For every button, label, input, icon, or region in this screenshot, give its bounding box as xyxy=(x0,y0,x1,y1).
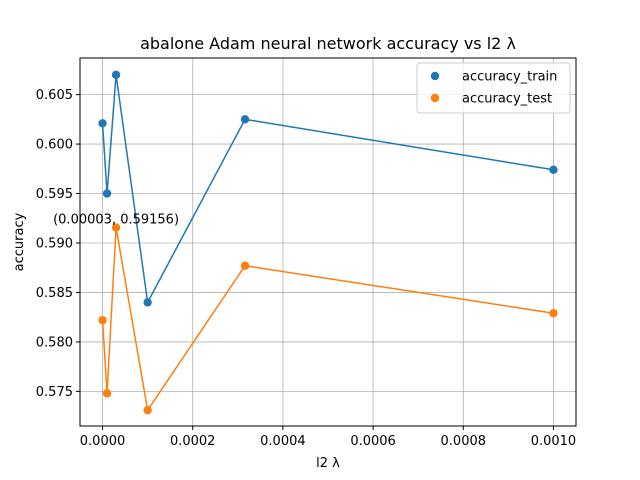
x-tick-label: 0.0000 xyxy=(80,434,126,449)
data-point-accuracy_test xyxy=(98,315,107,325)
data-point-accuracy_train xyxy=(143,298,152,307)
y-tick-label: 0.580 xyxy=(36,335,73,350)
y-axis: 0.575 0.580 0.585 0.590 0.595 0.600 0.605 xyxy=(36,88,80,400)
grid xyxy=(80,58,576,426)
legend-label: accuracy_train xyxy=(462,70,557,85)
data-point-accuracy_train xyxy=(240,115,250,124)
legend-box xyxy=(416,62,571,114)
y-tick-label: 0.585 xyxy=(36,286,73,301)
x-tick-label: 0.0008 xyxy=(441,434,487,449)
x-tick-label: 0.0010 xyxy=(531,434,577,449)
x-tick-label: 0.0002 xyxy=(170,434,216,449)
x-axis-label: l2 λ xyxy=(316,456,340,471)
legend-marker xyxy=(430,93,440,103)
annotations: (0.00003, 0.59156) xyxy=(53,213,179,228)
y-tick-label: 0.600 xyxy=(36,138,73,153)
data-point-accuracy_test xyxy=(240,261,250,270)
series-layer xyxy=(98,70,558,415)
data-point-accuracy_train xyxy=(549,165,558,174)
data-point-accuracy_test xyxy=(143,405,152,415)
y-tick-label: 0.595 xyxy=(36,187,73,202)
legend-marker xyxy=(430,71,440,81)
legend-label: accuracy_test xyxy=(462,92,552,107)
data-point-accuracy_train xyxy=(102,189,112,198)
data-point-accuracy_train xyxy=(98,119,107,128)
data-point-accuracy_train xyxy=(111,70,121,80)
legend: accuracy_train accuracy_test xyxy=(416,62,571,114)
data-point-accuracy_test xyxy=(549,309,558,318)
x-tick-label: 0.0004 xyxy=(260,434,306,449)
y-tick-label: 0.605 xyxy=(36,88,73,103)
x-tick-label: 0.0006 xyxy=(350,434,396,449)
series-line-accuracy_train xyxy=(101,74,554,305)
y-tick-label: 0.590 xyxy=(36,236,73,251)
y-tick-label: 0.575 xyxy=(36,385,73,400)
series-line-accuracy_test xyxy=(101,227,554,413)
data-point-accuracy_test xyxy=(102,389,112,398)
plot-frame xyxy=(79,57,577,427)
annotation-label: (0.00003, 0.59156) xyxy=(53,213,179,228)
chart-title: abalone Adam neural network accuracy vs … xyxy=(140,34,516,53)
x-axis: 0.0000 0.0002 0.0004 0.0006 0.0008 0.0010 xyxy=(80,426,576,449)
data-point-accuracy_test xyxy=(111,223,121,232)
y-axis-label: accuracy xyxy=(12,212,27,271)
